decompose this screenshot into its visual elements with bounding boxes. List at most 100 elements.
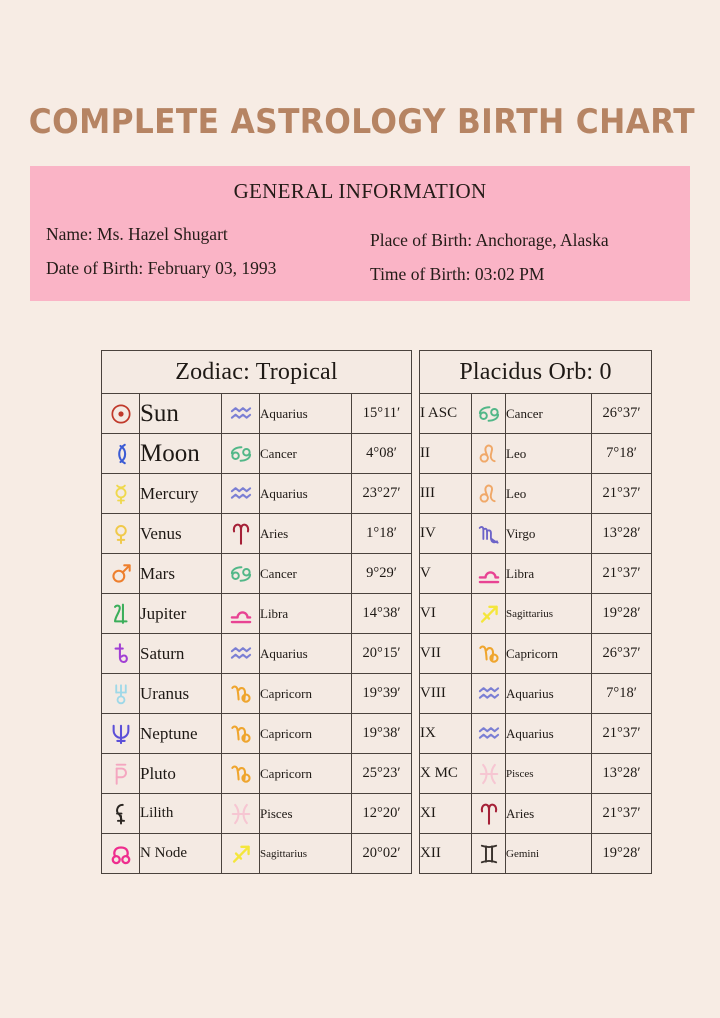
house-degree: 21°37′	[590, 713, 653, 754]
planet-row: Venus Aries 1°18′	[101, 513, 413, 554]
info-name: Name: Ms. Hazel Shugart	[46, 224, 228, 244]
house-sign: Pisces	[505, 753, 592, 794]
house-number: X MC	[419, 753, 472, 794]
house-sign: Sagittarius	[505, 593, 592, 634]
libra-glyph	[221, 593, 260, 634]
house-sign: Libra	[505, 553, 592, 594]
house-number: III	[419, 473, 472, 514]
house-row: VIII Aquarius 7°18′	[419, 673, 653, 714]
planet-name: N Node	[139, 833, 222, 874]
planet-row: Sun Aquarius 15°11′	[101, 393, 413, 434]
house-row: I ASC Cancer 26°37′	[419, 393, 653, 434]
planet-degree: 25°23′	[350, 753, 413, 794]
info-place-of-birth: Place of Birth: Anchorage, Alaska	[370, 230, 609, 250]
page-title: COMPLETE ASTROLOGY BIRTH CHART	[28, 102, 695, 142]
house-sign: Leo	[505, 433, 592, 474]
cancer-glyph	[221, 553, 260, 594]
planet-name: Uranus	[139, 673, 222, 714]
house-degree: 7°18′	[590, 433, 653, 474]
cancer-glyph	[471, 393, 506, 434]
planet-degree: 14°38′	[350, 593, 413, 634]
house-degree: 26°37′	[590, 393, 653, 434]
general-information-panel: GENERAL INFORMATION Name: Ms. Hazel Shug…	[30, 166, 690, 301]
house-sign: Capricorn	[505, 633, 592, 674]
planet-sign: Capricorn	[259, 673, 352, 714]
house-row: V Libra 21°37′	[419, 553, 653, 594]
house-degree: 21°37′	[590, 553, 653, 594]
house-degree: 19°28′	[590, 593, 653, 634]
moon-glyph	[101, 433, 140, 474]
gemini-glyph	[471, 833, 506, 874]
house-sign: Gemini	[505, 833, 592, 874]
cancer-glyph	[221, 433, 260, 474]
aquarius-glyph	[471, 673, 506, 714]
neptune-glyph	[101, 713, 140, 754]
planet-degree: 15°11′	[350, 393, 413, 434]
planet-degree: 20°15′	[350, 633, 413, 674]
house-sign: Aquarius	[505, 673, 592, 714]
house-number: XII	[419, 833, 472, 874]
general-information-heading: GENERAL INFORMATION	[233, 179, 487, 203]
planet-sign: Libra	[259, 593, 352, 634]
planet-row: N Node Sagittarius 20°02′	[101, 833, 413, 874]
planet-sign: Capricorn	[259, 753, 352, 794]
house-row: VII Capricorn 26°37′	[419, 633, 653, 674]
capricorn-glyph	[221, 753, 260, 794]
house-number: VII	[419, 633, 472, 674]
planet-name: Moon	[139, 433, 222, 474]
planet-sign: Aquarius	[259, 633, 352, 674]
aquarius-glyph	[221, 393, 260, 434]
venus-glyph	[101, 513, 140, 554]
house-row: III Leo 21°37′	[419, 473, 653, 514]
planet-sign: Aries	[259, 513, 352, 554]
uranus-glyph	[101, 673, 140, 714]
planet-name: Venus	[139, 513, 222, 554]
house-row: VI Sagittarius 19°28′	[419, 593, 653, 634]
sagittarius-glyph	[221, 833, 260, 874]
mars-glyph	[101, 553, 140, 594]
aries-glyph	[471, 793, 506, 834]
house-degree: 13°28′	[590, 753, 653, 794]
saturn-glyph	[101, 633, 140, 674]
planet-name: Pluto	[139, 753, 222, 794]
planet-row: Saturn Aquarius 20°15′	[101, 633, 413, 674]
mercury-glyph	[101, 473, 140, 514]
sagittarius-glyph	[471, 593, 506, 634]
planet-row: Moon Cancer 4°08′	[101, 433, 413, 474]
house-row: X MC Pisces 13°28′	[419, 753, 653, 794]
planet-degree: 4°08′	[350, 433, 413, 474]
planets-table-header: Zodiac: Tropical	[100, 350, 413, 394]
planet-degree: 9°29′	[350, 553, 413, 594]
leo-glyph	[471, 433, 506, 474]
house-number: IX	[419, 713, 472, 754]
house-degree: 7°18′	[590, 673, 653, 714]
pisces-glyph	[221, 793, 260, 834]
house-degree: 13°28′	[590, 513, 653, 554]
house-sign: Leo	[505, 473, 592, 514]
planet-name: Mercury	[139, 473, 222, 514]
house-degree: 21°37′	[590, 793, 653, 834]
planet-degree: 23°27′	[350, 473, 413, 514]
house-sign: Cancer	[505, 393, 592, 434]
planet-degree: 20°02′	[350, 833, 413, 874]
capricorn-glyph	[221, 673, 260, 714]
planet-name: Lilith	[139, 793, 222, 834]
house-degree: 26°37′	[590, 633, 653, 674]
house-number: VI	[419, 593, 472, 634]
house-row: II Leo 7°18′	[419, 433, 653, 474]
house-row: IX Aquarius 21°37′	[419, 713, 653, 754]
pisces-glyph	[471, 753, 506, 794]
planet-name: Saturn	[139, 633, 222, 674]
house-degree: 21°37′	[590, 473, 653, 514]
planet-sign: Sagittarius	[259, 833, 352, 874]
house-number: II	[419, 433, 472, 474]
info-time-of-birth: Time of Birth: 03:02 PM	[370, 264, 545, 284]
aquarius-glyph	[221, 633, 260, 674]
info-date-of-birth: Date of Birth: February 03, 1993	[46, 258, 277, 278]
planet-sign: Cancer	[259, 433, 352, 474]
house-sign: Aries	[505, 793, 592, 834]
planets-table-body: Sun Aquarius 15°11′ Moon Cancer 4°08′ Mercury A…	[101, 393, 413, 874]
planet-row: Jupiter Libra 14°38′	[101, 593, 413, 634]
planet-name: Neptune	[139, 713, 222, 754]
planet-name: Sun	[139, 393, 222, 434]
